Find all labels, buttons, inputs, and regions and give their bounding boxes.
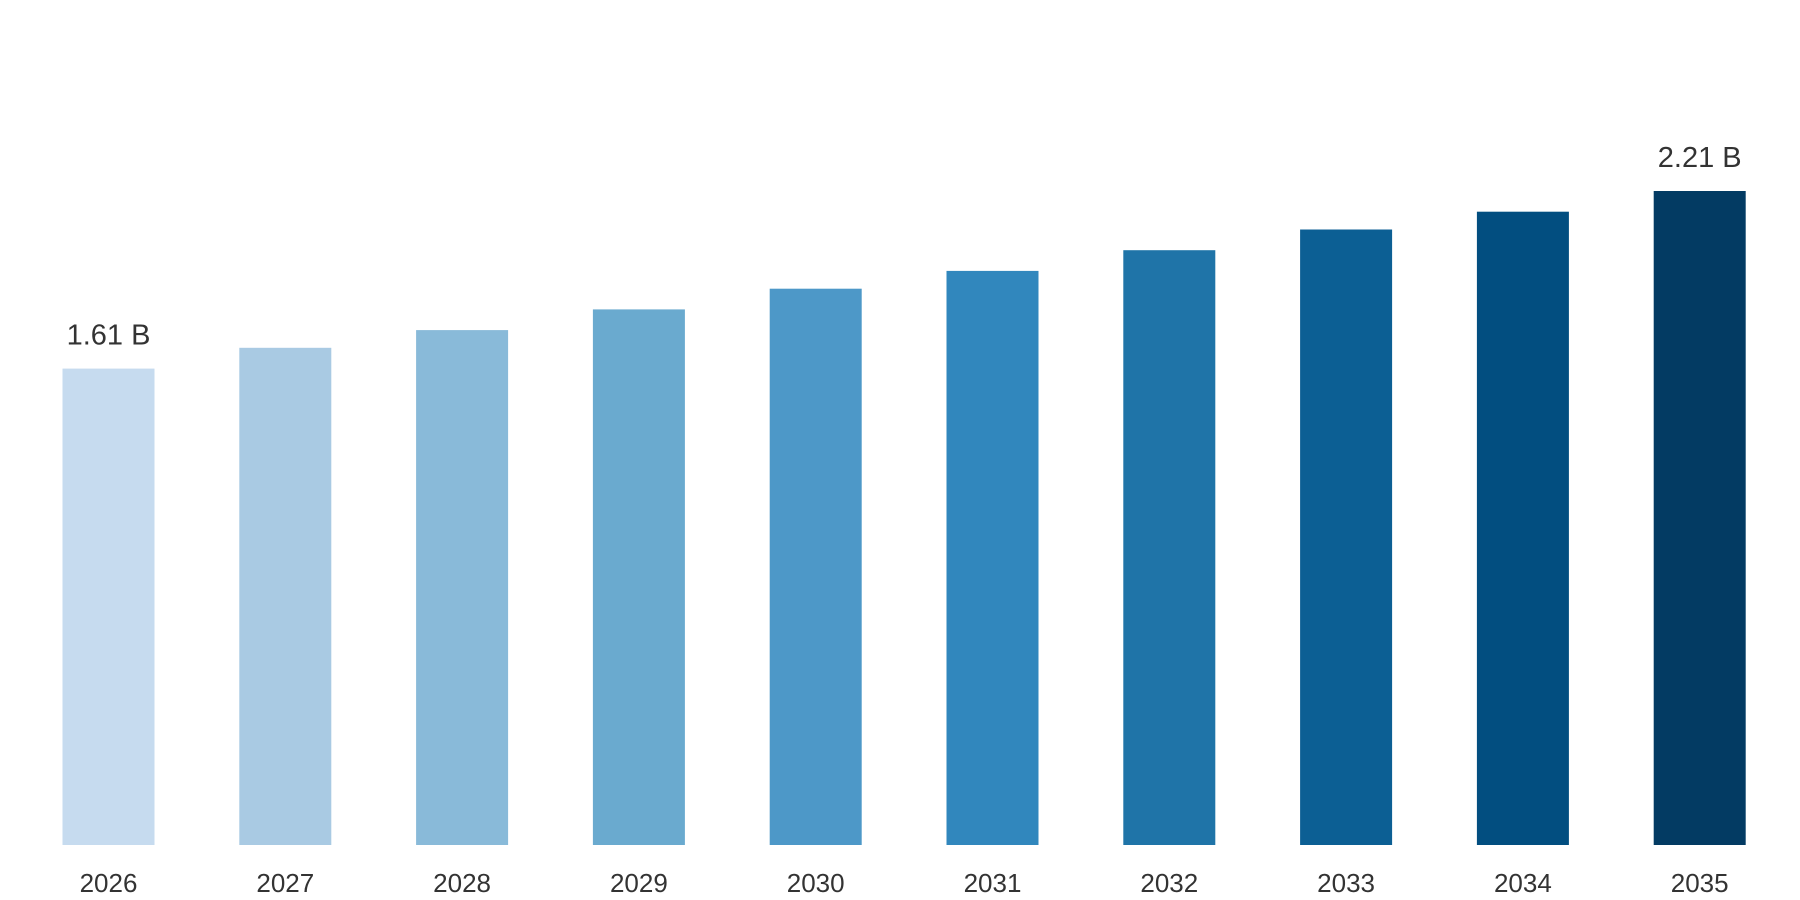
data-labels-group: 1.61 B 2.21 B bbox=[67, 142, 1742, 352]
bar-2027 bbox=[239, 347, 332, 845]
x-tick-label-2031: 2031 bbox=[964, 868, 1022, 898]
data-label-2026: 1.61 B bbox=[67, 320, 151, 352]
x-tick-label-2027: 2027 bbox=[256, 868, 314, 898]
x-tick-label-2032: 2032 bbox=[1140, 868, 1198, 898]
bars-group bbox=[62, 191, 1746, 846]
x-tick-label-2034: 2034 bbox=[1494, 868, 1552, 898]
x-tick-label-2030: 2030 bbox=[787, 868, 845, 898]
data-label-2035: 2.21 B bbox=[1658, 142, 1742, 174]
bar-2031 bbox=[946, 270, 1039, 845]
x-tick-label-2033: 2033 bbox=[1317, 868, 1375, 898]
bar-2035 bbox=[1653, 191, 1746, 845]
x-tick-label-2029: 2029 bbox=[610, 868, 668, 898]
bar-2029 bbox=[592, 309, 685, 845]
bar-2026 bbox=[62, 368, 155, 845]
x-tick-label-2035: 2035 bbox=[1671, 868, 1729, 898]
x-tick-label-2026: 2026 bbox=[80, 868, 138, 898]
bar-2030 bbox=[769, 288, 862, 845]
bar-2028 bbox=[416, 330, 509, 846]
bar-2032 bbox=[1123, 250, 1216, 845]
bar-2033 bbox=[1300, 229, 1393, 845]
x-axis-tick-labels: 2026 2027 2028 2029 2030 2031 2032 2033 2034 2035 bbox=[80, 868, 1729, 898]
bar-2034 bbox=[1476, 211, 1569, 845]
x-tick-label-2028: 2028 bbox=[433, 868, 491, 898]
